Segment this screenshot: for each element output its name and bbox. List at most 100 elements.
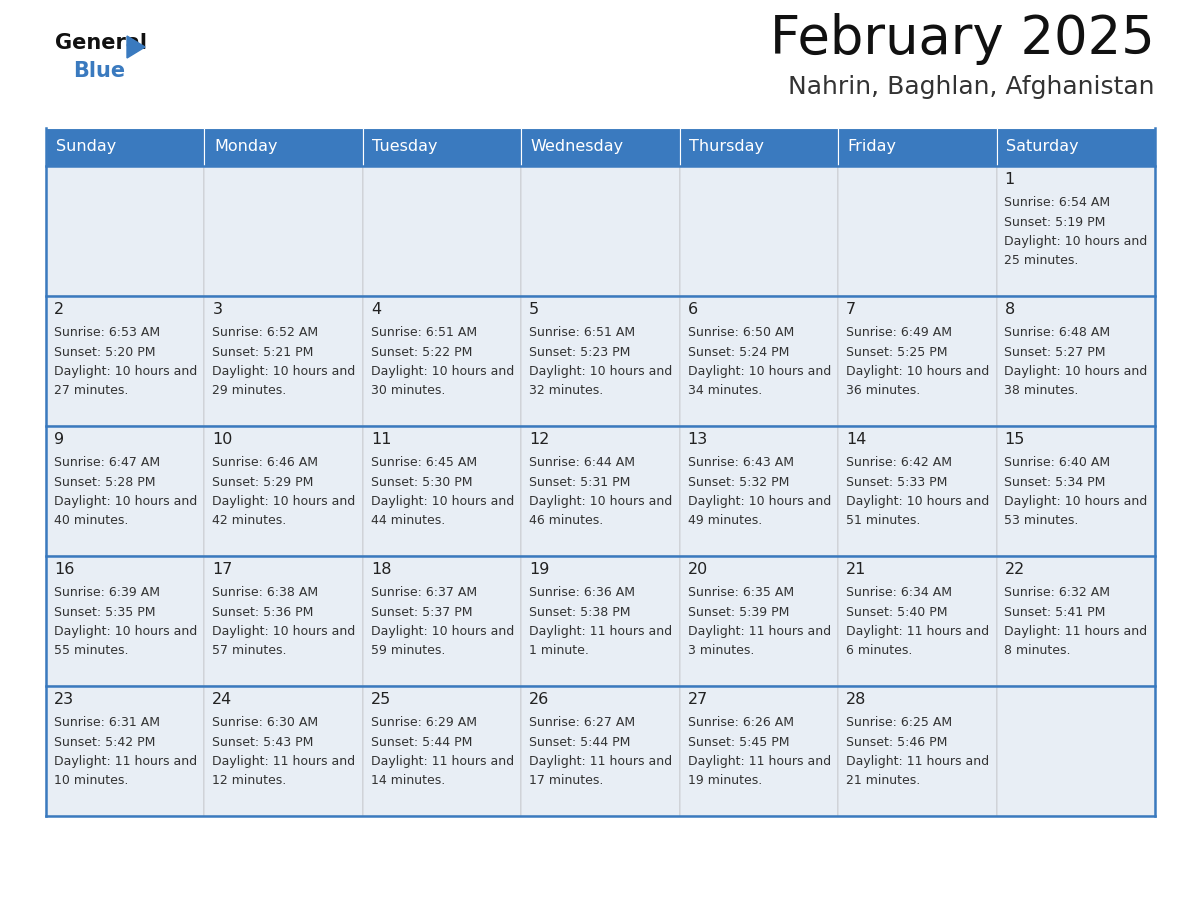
Text: 10 minutes.: 10 minutes. [53, 775, 128, 788]
Bar [522, 128, 680, 166]
Text: Sunset: 5:37 PM: Sunset: 5:37 PM [371, 606, 473, 619]
Text: Sunrise: 6:47 AM: Sunrise: 6:47 AM [53, 456, 160, 469]
Text: 23: 23 [53, 692, 74, 707]
Bar [839, 166, 997, 296]
Bar [362, 556, 522, 686]
Text: Sunset: 5:25 PM: Sunset: 5:25 PM [846, 345, 948, 359]
Text: 22: 22 [1005, 562, 1025, 577]
Text: Friday: Friday [848, 140, 897, 154]
Bar [680, 686, 839, 816]
Text: Sunset: 5:23 PM: Sunset: 5:23 PM [529, 345, 631, 359]
Text: Sunrise: 6:46 AM: Sunrise: 6:46 AM [213, 456, 318, 469]
Text: Sunset: 5:34 PM: Sunset: 5:34 PM [1005, 476, 1106, 488]
Text: 11: 11 [371, 432, 391, 447]
Text: 49 minutes.: 49 minutes. [688, 514, 762, 528]
Bar [680, 166, 839, 296]
Text: Sunrise: 6:35 AM: Sunrise: 6:35 AM [688, 586, 794, 599]
Text: 38 minutes.: 38 minutes. [1005, 385, 1079, 397]
Bar [46, 296, 204, 426]
Bar [680, 296, 839, 426]
Text: 10: 10 [213, 432, 233, 447]
Text: 7: 7 [846, 302, 857, 317]
Text: 42 minutes.: 42 minutes. [213, 514, 286, 528]
Text: 21 minutes.: 21 minutes. [846, 775, 921, 788]
Bar [46, 556, 204, 686]
Text: 36 minutes.: 36 minutes. [846, 385, 921, 397]
Text: Daylight: 10 hours and: Daylight: 10 hours and [53, 625, 197, 638]
Text: 5: 5 [529, 302, 539, 317]
Text: Thursday: Thursday [689, 140, 764, 154]
Text: Daylight: 10 hours and: Daylight: 10 hours and [1005, 495, 1148, 508]
Text: Sunrise: 6:32 AM: Sunrise: 6:32 AM [1005, 586, 1111, 599]
Text: Sunrise: 6:45 AM: Sunrise: 6:45 AM [371, 456, 476, 469]
Text: Daylight: 11 hours and: Daylight: 11 hours and [529, 755, 672, 768]
Text: Sunset: 5:31 PM: Sunset: 5:31 PM [529, 476, 631, 488]
Bar [839, 426, 997, 556]
Text: 28: 28 [846, 692, 866, 707]
Bar [362, 296, 522, 426]
Text: Daylight: 10 hours and: Daylight: 10 hours and [371, 495, 514, 508]
Text: 1 minute.: 1 minute. [529, 644, 589, 657]
Text: Sunset: 5:28 PM: Sunset: 5:28 PM [53, 476, 156, 488]
Text: Sunset: 5:43 PM: Sunset: 5:43 PM [213, 735, 314, 748]
Text: Sunrise: 6:43 AM: Sunrise: 6:43 AM [688, 456, 794, 469]
Text: Sunrise: 6:30 AM: Sunrise: 6:30 AM [213, 716, 318, 729]
Text: Sunset: 5:39 PM: Sunset: 5:39 PM [688, 606, 789, 619]
Text: Sunset: 5:46 PM: Sunset: 5:46 PM [846, 735, 948, 748]
Text: 26: 26 [529, 692, 550, 707]
Text: 1: 1 [1005, 172, 1015, 187]
Text: Saturday: Saturday [1006, 140, 1079, 154]
Text: Daylight: 10 hours and: Daylight: 10 hours and [371, 625, 514, 638]
Bar [204, 686, 362, 816]
Text: Daylight: 10 hours and: Daylight: 10 hours and [846, 495, 990, 508]
Text: Daylight: 10 hours and: Daylight: 10 hours and [1005, 365, 1148, 378]
Bar [362, 686, 522, 816]
Text: 34 minutes.: 34 minutes. [688, 385, 762, 397]
Text: 32 minutes.: 32 minutes. [529, 385, 604, 397]
Text: Daylight: 10 hours and: Daylight: 10 hours and [53, 495, 197, 508]
Bar [839, 128, 997, 166]
Text: 14: 14 [846, 432, 866, 447]
Text: Sunrise: 6:31 AM: Sunrise: 6:31 AM [53, 716, 160, 729]
Text: Wednesday: Wednesday [531, 140, 624, 154]
Text: Sunset: 5:30 PM: Sunset: 5:30 PM [371, 476, 473, 488]
Text: 40 minutes.: 40 minutes. [53, 514, 128, 528]
Text: 16: 16 [53, 562, 75, 577]
Text: Sunrise: 6:39 AM: Sunrise: 6:39 AM [53, 586, 160, 599]
Text: Daylight: 10 hours and: Daylight: 10 hours and [213, 625, 355, 638]
Text: Daylight: 10 hours and: Daylight: 10 hours and [371, 365, 514, 378]
Text: General: General [55, 33, 147, 53]
Bar [522, 426, 680, 556]
Text: Sunrise: 6:42 AM: Sunrise: 6:42 AM [846, 456, 952, 469]
Text: 51 minutes.: 51 minutes. [846, 514, 921, 528]
Bar [204, 426, 362, 556]
Text: Sunrise: 6:37 AM: Sunrise: 6:37 AM [371, 586, 476, 599]
Text: 12 minutes.: 12 minutes. [213, 775, 286, 788]
Text: Sunrise: 6:49 AM: Sunrise: 6:49 AM [846, 326, 952, 339]
Text: 2: 2 [53, 302, 64, 317]
Text: Daylight: 10 hours and: Daylight: 10 hours and [529, 495, 672, 508]
Text: 14 minutes.: 14 minutes. [371, 775, 446, 788]
Text: Sunrise: 6:53 AM: Sunrise: 6:53 AM [53, 326, 160, 339]
Text: Sunset: 5:45 PM: Sunset: 5:45 PM [688, 735, 789, 748]
Text: 3: 3 [213, 302, 222, 317]
Text: 17: 17 [213, 562, 233, 577]
Bar [997, 686, 1155, 816]
Text: Sunset: 5:27 PM: Sunset: 5:27 PM [1005, 345, 1106, 359]
Text: 3 minutes.: 3 minutes. [688, 644, 754, 657]
Text: Sunrise: 6:51 AM: Sunrise: 6:51 AM [529, 326, 636, 339]
Text: Sunset: 5:21 PM: Sunset: 5:21 PM [213, 345, 314, 359]
Bar [839, 686, 997, 816]
Text: 6 minutes.: 6 minutes. [846, 644, 912, 657]
Text: Sunset: 5:40 PM: Sunset: 5:40 PM [846, 606, 948, 619]
Text: Sunset: 5:38 PM: Sunset: 5:38 PM [529, 606, 631, 619]
Text: Sunrise: 6:36 AM: Sunrise: 6:36 AM [529, 586, 636, 599]
Text: Daylight: 11 hours and: Daylight: 11 hours and [846, 755, 990, 768]
Bar [680, 556, 839, 686]
Text: 18: 18 [371, 562, 391, 577]
Bar [204, 166, 362, 296]
Text: Sunset: 5:44 PM: Sunset: 5:44 PM [371, 735, 472, 748]
Text: 4: 4 [371, 302, 381, 317]
Text: Sunset: 5:19 PM: Sunset: 5:19 PM [1005, 216, 1106, 229]
Text: Daylight: 11 hours and: Daylight: 11 hours and [688, 755, 830, 768]
